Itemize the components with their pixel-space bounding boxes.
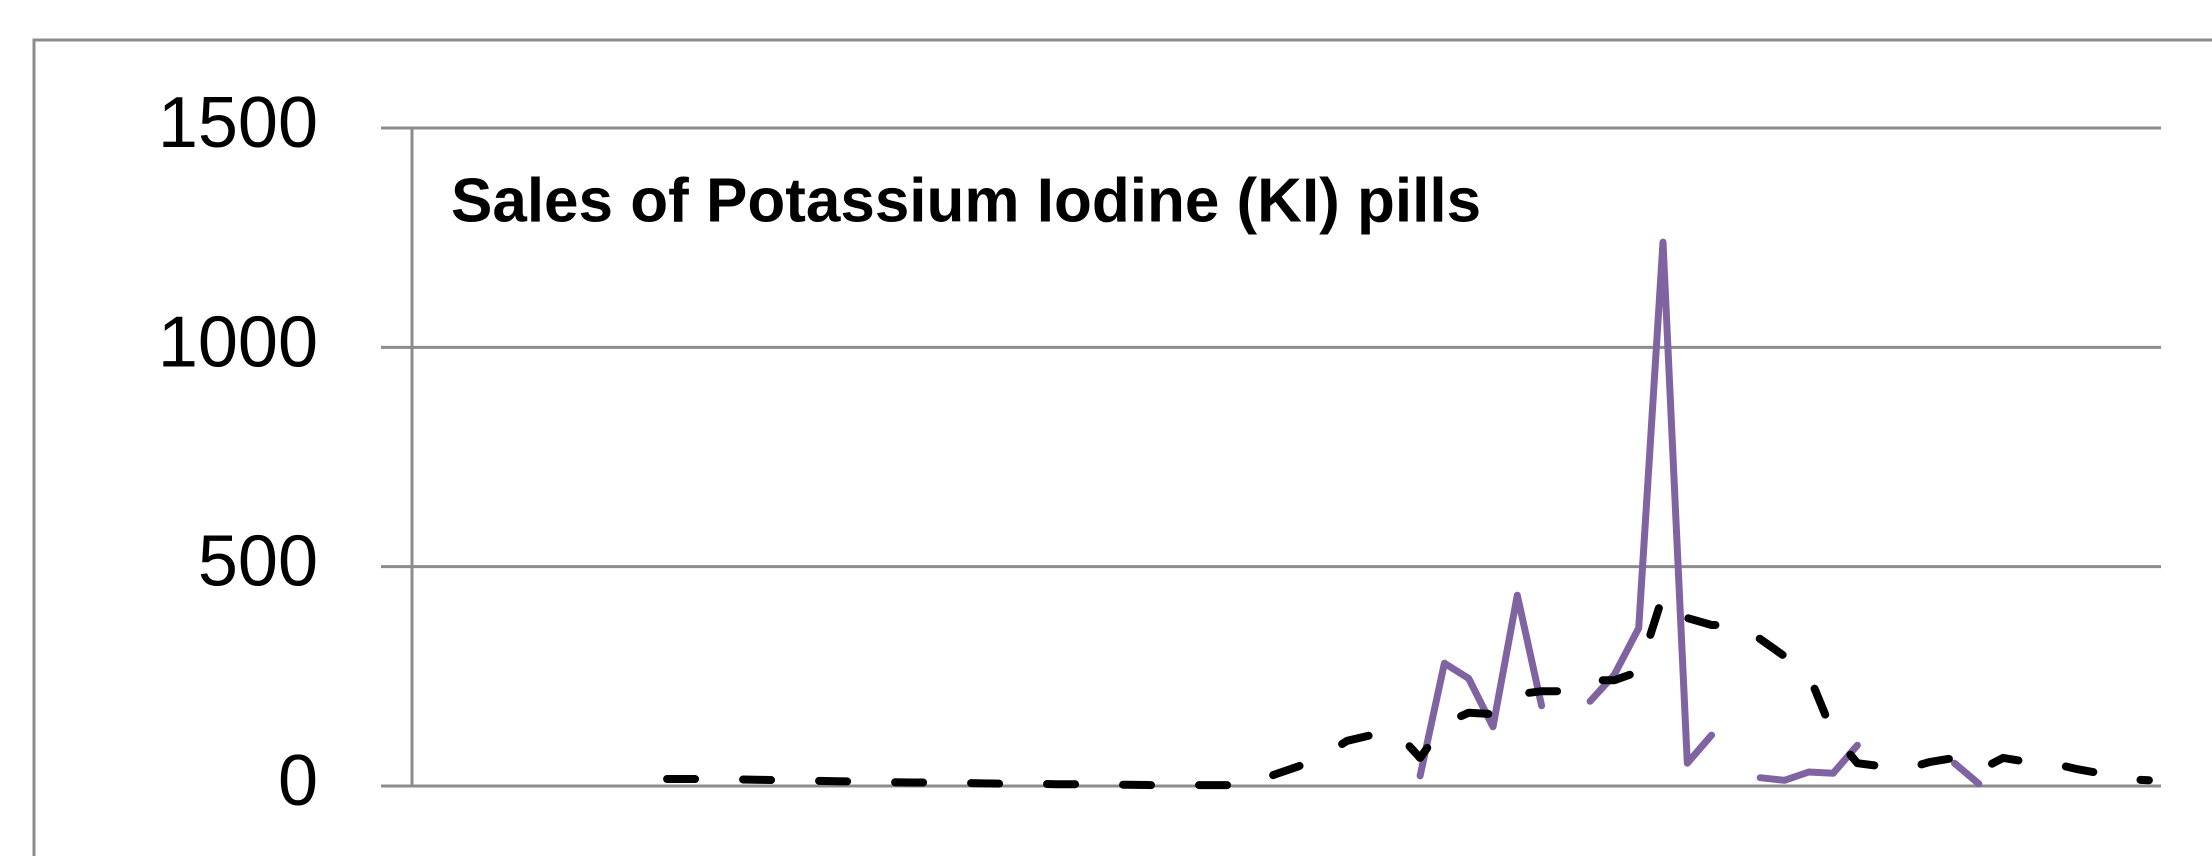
y-tick-label: 500 [198,522,318,602]
y-tick-label: 0 [278,741,318,821]
series-line [1416,238,1983,788]
y-tick-label: 1500 [158,83,318,163]
series-line [663,591,2153,790]
y-tick-label: 1000 [158,302,318,382]
chart-title: Sales of Potassium Iodine (KI) pills [451,166,1481,235]
chart-border [32,38,2212,856]
